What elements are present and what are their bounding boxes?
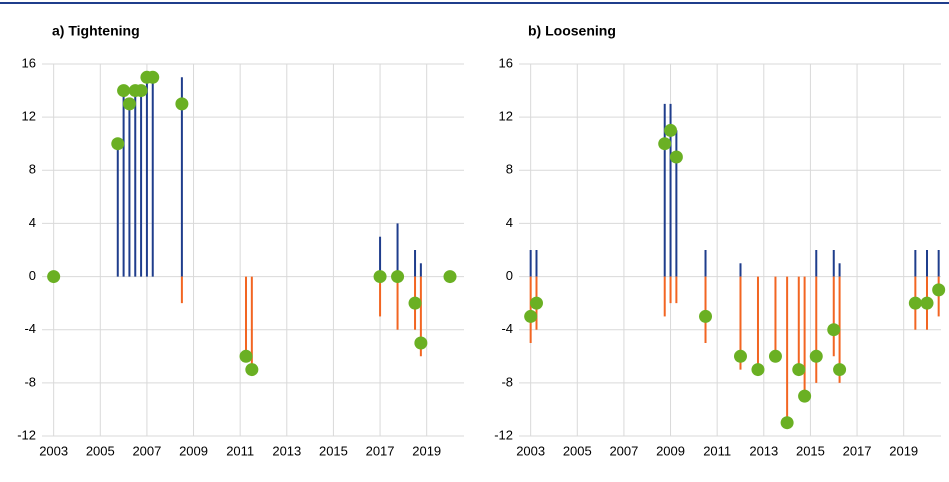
net-dot (529, 296, 543, 310)
net-dot (47, 270, 61, 284)
net-dot (664, 123, 678, 137)
net-dot (175, 97, 189, 111)
net-dot (932, 283, 946, 297)
net-dot (733, 349, 747, 363)
x-tick-label: 2017 (843, 443, 872, 458)
panel-title: a) Tightening (52, 23, 140, 39)
net-dot (792, 363, 806, 377)
x-tick-label: 2009 (656, 443, 685, 458)
y-tick-label: -12 (494, 427, 513, 442)
net-dot (122, 97, 136, 111)
y-tick-label: 8 (29, 162, 36, 177)
net-dot (443, 270, 457, 284)
y-tick-label: -12 (17, 427, 36, 442)
net-dot (780, 416, 794, 430)
x-tick-label: 2009 (179, 443, 208, 458)
net-dot (833, 363, 847, 377)
x-tick-label: 2003 (516, 443, 545, 458)
x-tick-label: 2017 (366, 443, 395, 458)
net-dot (669, 150, 683, 164)
net-dot (134, 84, 148, 98)
net-dot (751, 363, 765, 377)
net-dot (798, 389, 812, 403)
y-tick-label: 4 (506, 215, 513, 230)
net-dot (391, 270, 405, 284)
x-tick-label: 2019 (412, 443, 441, 458)
y-tick-label: 0 (506, 268, 513, 283)
net-dot (373, 270, 387, 284)
net-dot (524, 309, 538, 323)
y-tick-label: 12 (22, 109, 36, 124)
net-dot (414, 336, 428, 350)
panel-title: b) Loosening (528, 23, 616, 39)
x-tick-label: 2007 (132, 443, 161, 458)
net-dot (908, 296, 922, 310)
x-tick-label: 2005 (86, 443, 115, 458)
net-dot (920, 296, 934, 310)
x-tick-label: 2005 (563, 443, 592, 458)
y-tick-label: 16 (22, 55, 36, 70)
net-dot (408, 296, 422, 310)
x-tick-label: 2015 (796, 443, 825, 458)
y-tick-label: -8 (501, 374, 513, 389)
x-tick-label: 2011 (703, 443, 731, 458)
y-tick-label: 16 (499, 55, 513, 70)
net-dot (146, 70, 160, 84)
x-tick-label: 2007 (609, 443, 638, 458)
x-tick-label: 2011 (226, 443, 254, 458)
y-tick-label: 8 (506, 162, 513, 177)
x-tick-label: 2013 (749, 443, 778, 458)
x-tick-label: 2013 (272, 443, 301, 458)
y-tick-label: 0 (29, 268, 36, 283)
y-tick-label: 12 (499, 109, 513, 124)
x-tick-label: 2019 (889, 443, 918, 458)
net-dot (117, 84, 131, 98)
x-tick-label: 2003 (39, 443, 68, 458)
y-tick-label: -4 (24, 321, 36, 336)
x-tick-label: 2015 (319, 443, 348, 458)
net-dot (768, 349, 782, 363)
net-dot (111, 137, 125, 151)
net-dot (658, 137, 672, 151)
net-dot (809, 349, 823, 363)
net-dot (699, 309, 713, 323)
y-tick-label: -8 (24, 374, 36, 389)
y-tick-label: 4 (29, 215, 36, 230)
net-dot (239, 349, 253, 363)
net-dot (245, 363, 259, 377)
y-tick-label: -4 (501, 321, 513, 336)
net-dot (827, 323, 841, 337)
